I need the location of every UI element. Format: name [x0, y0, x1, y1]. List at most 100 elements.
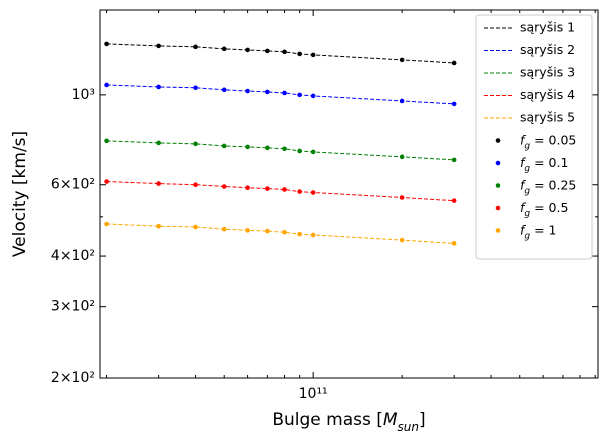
data-point: [104, 82, 109, 88]
y-tick-label: 4×10²: [51, 248, 95, 264]
y-axis-label: Velocity [km/s]: [10, 131, 30, 257]
legend-value: 1: [549, 222, 557, 237]
data-point: [265, 89, 270, 95]
data-point: [451, 101, 457, 107]
data-point: [221, 143, 227, 149]
data-point: [399, 154, 405, 160]
legend-sign: =: [530, 177, 548, 192]
data-point: [297, 189, 302, 194]
x-label-text: ]: [419, 410, 426, 430]
legend-value: 0.5: [549, 200, 569, 215]
data-point: [297, 148, 302, 154]
data-point: [310, 149, 316, 155]
data-point: [451, 198, 457, 203]
data-point: [282, 90, 287, 96]
legend-subscript: g: [524, 231, 530, 241]
data-point: [265, 186, 270, 191]
series-line: [106, 43, 455, 64]
legend-sign: =: [530, 132, 548, 147]
legend-symbol: f: [520, 222, 526, 237]
legend-label: sąryšis 3: [520, 65, 575, 80]
legend-label: fg = 0.5: [520, 200, 568, 219]
data-point: [310, 232, 316, 238]
data-point: [193, 44, 198, 50]
data-point: [297, 92, 302, 98]
data-point: [193, 85, 198, 91]
data-point: [265, 48, 270, 54]
data-point: [245, 144, 250, 150]
data-point: [282, 146, 287, 152]
legend-label: sąryšis 2: [520, 42, 575, 57]
data-point: [297, 51, 302, 57]
data-point: [104, 179, 109, 184]
legend-subscript: g: [524, 209, 530, 219]
legend-label: fg = 0.05: [520, 132, 576, 151]
data-point: [156, 181, 161, 186]
y-tick-label: 6×10²: [51, 177, 95, 193]
legend-label: sąryšis 5: [520, 110, 575, 125]
legend-value: 0.1: [549, 155, 569, 170]
legend-label: fg = 0.1: [520, 155, 568, 174]
x-label-text: Bulge mass [: [272, 410, 383, 430]
y-tick-label: 3×10²: [51, 299, 95, 315]
data-point: [399, 57, 405, 63]
data-point: [451, 241, 457, 246]
data-point: [282, 49, 287, 55]
data-point: [156, 43, 161, 49]
data-point: [221, 87, 227, 93]
legend-marker: [495, 183, 501, 188]
data-point: [399, 98, 405, 104]
series-line: [106, 140, 455, 161]
data-point: [310, 190, 316, 195]
data-point: [265, 228, 270, 234]
data-point: [156, 84, 161, 90]
data-point: [297, 231, 302, 237]
legend-symbol: f: [520, 132, 526, 147]
x-axis-label: Bulge mass [Msun]: [272, 410, 425, 434]
data-point: [399, 237, 405, 243]
legend-frame: [475, 14, 593, 260]
data-point: [104, 41, 109, 47]
data-point: [221, 226, 227, 232]
series-line: [106, 223, 455, 244]
data-point: [156, 223, 161, 229]
data-point: [104, 221, 109, 227]
data-point: [245, 47, 250, 53]
legend-marker: [495, 205, 501, 211]
data-point: [221, 46, 227, 52]
legend-value: 0.25: [549, 177, 577, 192]
legend-marker: [495, 160, 501, 166]
legend-marker: [495, 138, 501, 143]
data-point: [193, 224, 198, 230]
data-point: [265, 145, 270, 151]
legend-symbol: f: [520, 155, 526, 170]
x-label-symbol: M: [383, 410, 398, 430]
legend-subscript: g: [524, 186, 530, 196]
plot-frame: [99, 9, 599, 379]
legend-marker: [495, 228, 501, 233]
legend-sign: =: [530, 222, 548, 237]
data-point: [310, 93, 316, 99]
series-line: [106, 84, 455, 105]
legend-label: sąryšis 1: [520, 20, 575, 35]
data-point: [245, 88, 250, 94]
legend-symbol: f: [520, 200, 526, 215]
series-line: [106, 181, 455, 202]
y-tick-label: 10³: [72, 87, 95, 103]
data-point: [245, 228, 250, 233]
legend-sign: =: [530, 200, 548, 215]
legend-label: fg = 1: [520, 222, 557, 241]
data-point: [156, 140, 161, 146]
legend: sąryšis 1 sąryšis 2 sąryšis 3 sąryšis 4 sąry…: [475, 14, 593, 260]
legend-value: 0.05: [549, 132, 577, 147]
data-point: [451, 60, 457, 66]
data-point: [193, 182, 198, 188]
data-point: [193, 141, 198, 147]
data-point: [310, 52, 316, 58]
legend-label: fg = 0.25: [520, 177, 576, 196]
legend-symbol: f: [520, 177, 526, 192]
data-point: [245, 185, 250, 190]
data-point: [104, 138, 109, 144]
x-label-subscript: sun: [398, 420, 419, 434]
y-tick-label: 2×10²: [51, 370, 95, 386]
